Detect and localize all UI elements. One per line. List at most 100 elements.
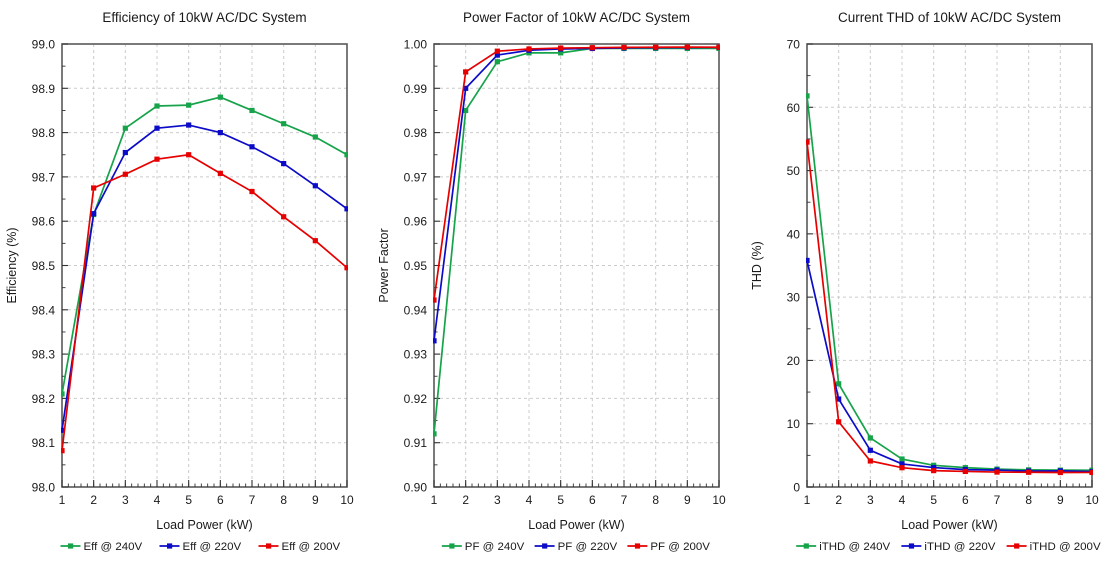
legend-item-1[interactable]: PF @ 220V xyxy=(534,541,618,553)
grid-lines xyxy=(61,44,347,487)
y-tick-label: 98.9 xyxy=(32,82,56,96)
x-tick-label: 3 xyxy=(867,493,874,507)
y-tick-label: 98.5 xyxy=(32,259,56,273)
data-point-marker xyxy=(91,211,97,217)
data-point-marker xyxy=(60,391,65,397)
data-point-marker xyxy=(60,427,65,433)
y-tick-label: 0.99 xyxy=(404,82,428,96)
legend-label: iTHD @ 200V xyxy=(1029,541,1100,553)
x-tick-label: 6 xyxy=(962,493,969,507)
data-point-marker xyxy=(805,93,810,99)
data-point-marker xyxy=(867,435,873,441)
y-axis: 0.90 0.91 0.92 0.93 0.94 0.95 0.96 0.97 0.98 0.99… xyxy=(404,38,441,494)
y-tick-label: 0.90 xyxy=(404,480,428,494)
series-line-0 xyxy=(61,96,348,395)
series-line-0 xyxy=(433,47,720,434)
y-axis-label: THD (%) xyxy=(750,241,764,290)
data-point-marker xyxy=(867,458,873,464)
x-axis-label: Load Power (kW) xyxy=(156,518,252,532)
y-tick-label: 98.3 xyxy=(32,348,56,362)
legend-item-0[interactable]: iTHD @ 240V xyxy=(795,541,890,553)
x-tick-label: 9 xyxy=(312,493,319,507)
y-axis-label: Power Factor xyxy=(377,228,391,302)
data-point-marker xyxy=(433,297,437,303)
data-point-marker xyxy=(930,464,936,471)
x-tick-label: 1 xyxy=(59,493,66,507)
data-point-marker xyxy=(249,144,255,150)
data-point-marker xyxy=(899,465,905,471)
y-axis: 98.0 98.1 98.2 98.3 98.4 98.5 98.6 98.7 98.8 98.9… xyxy=(32,38,68,494)
data-point-marker xyxy=(1089,469,1093,476)
legend-item-2[interactable]: PF @ 200V xyxy=(627,541,711,553)
x-tick-label: 10 xyxy=(1085,493,1099,507)
grid-lines xyxy=(434,44,720,487)
x-axis: 1 2 3 4 5 6 7 8 9 10 xyxy=(803,479,1099,507)
data-series-group xyxy=(433,44,721,437)
data-point-marker xyxy=(495,48,501,54)
series-line-1 xyxy=(61,124,348,431)
data-point-marker xyxy=(495,52,501,58)
legend-label: Eff @ 200V xyxy=(281,541,340,553)
y-tick-label: 0.93 xyxy=(404,348,428,362)
series-line-1 xyxy=(805,260,1092,473)
series-line-1 xyxy=(433,46,720,341)
legend-item-0[interactable]: Eff @ 240V xyxy=(60,541,143,553)
data-point-marker xyxy=(805,257,810,264)
y-tick-label: 0.92 xyxy=(404,392,428,406)
y-axis-label: Efficiency (%) xyxy=(5,227,19,303)
x-tick-label: 8 xyxy=(1025,493,1032,507)
data-point-marker xyxy=(122,125,128,131)
x-tick-label: 10 xyxy=(713,493,727,507)
y-tick-label: 98.2 xyxy=(32,392,56,406)
data-point-marker xyxy=(186,152,192,158)
x-tick-label: 10 xyxy=(340,493,354,507)
series-line-2 xyxy=(61,153,348,451)
data-series-group xyxy=(805,93,1093,476)
y-tick-label: 98.8 xyxy=(32,126,56,140)
legend-label: PF @ 240V xyxy=(465,541,525,553)
x-tick-label: 4 xyxy=(898,493,905,507)
legend-label: PF @ 200V xyxy=(651,541,711,553)
data-point-marker xyxy=(1025,469,1031,475)
legend-item-1[interactable]: iTHD @ 220V xyxy=(901,541,995,553)
data-point-marker xyxy=(281,121,287,127)
data-point-marker xyxy=(433,431,437,437)
data-point-marker xyxy=(60,448,65,454)
data-point-marker xyxy=(312,134,318,140)
legend-item-0[interactable]: PF @ 240V xyxy=(442,541,525,553)
data-point-marker xyxy=(312,183,318,189)
series-line-2 xyxy=(805,141,1092,474)
data-point-marker xyxy=(433,338,437,344)
data-point-marker xyxy=(312,238,318,244)
data-point-marker xyxy=(685,44,691,50)
y-tick-label: 99.0 xyxy=(32,38,56,52)
y-tick-label: 40 xyxy=(786,227,800,241)
x-tick-label: 1 xyxy=(803,493,810,507)
data-point-marker xyxy=(526,46,532,52)
legend-item-2[interactable]: Eff @ 200V xyxy=(258,541,341,553)
legend-label: PF @ 220V xyxy=(558,541,618,553)
legend-item-2[interactable]: iTHD @ 200V xyxy=(1006,541,1101,553)
y-tick-label: 0.94 xyxy=(404,303,428,317)
x-tick-label: 3 xyxy=(494,493,501,507)
x-tick-label: 1 xyxy=(431,493,438,507)
y-tick-label: 20 xyxy=(786,354,800,368)
chart-title: Efficiency of 10kW AC/DC System xyxy=(102,10,306,25)
legend-item-1[interactable]: Eff @ 220V xyxy=(159,541,242,553)
data-point-marker xyxy=(122,171,128,177)
data-point-marker xyxy=(899,461,905,467)
x-tick-label: 9 xyxy=(1057,493,1064,507)
y-tick-label: 0.98 xyxy=(404,126,428,140)
x-tick-label: 2 xyxy=(463,493,470,507)
data-point-marker xyxy=(154,103,160,109)
legend: PF @ 240V PF @ 220V PF @ 200V xyxy=(442,541,711,553)
data-point-marker xyxy=(154,156,160,162)
y-tick-label: 0.97 xyxy=(404,170,428,184)
x-tick-label: 6 xyxy=(589,493,596,507)
data-point-marker xyxy=(805,139,810,145)
data-point-marker xyxy=(217,170,223,176)
y-tick-label: 1.00 xyxy=(404,38,428,52)
data-point-marker xyxy=(122,149,128,156)
data-point-marker xyxy=(899,456,905,462)
